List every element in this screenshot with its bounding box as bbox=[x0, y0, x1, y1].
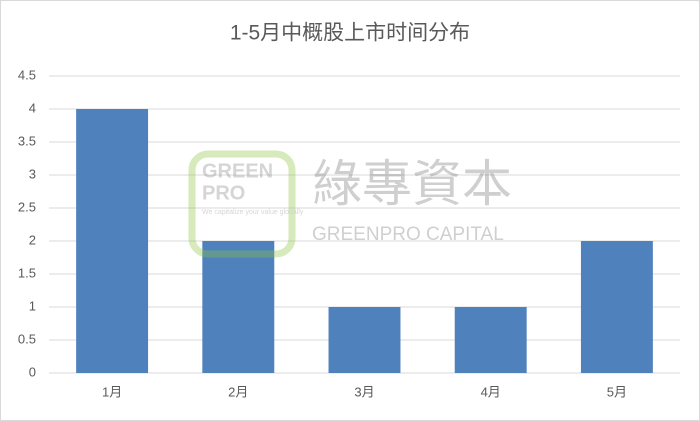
x-tick-label: 2月 bbox=[228, 384, 248, 399]
watermark-logo-bottom: PRO bbox=[202, 182, 245, 204]
x-tick-label: 5月 bbox=[607, 384, 627, 399]
watermark-logo-frame bbox=[188, 150, 296, 258]
watermark-name-en: GREENPRO CAPITAL bbox=[312, 224, 504, 245]
bar bbox=[454, 307, 527, 373]
y-tick-label: 0 bbox=[29, 364, 36, 379]
x-tick-label: 4月 bbox=[481, 384, 501, 399]
x-tick-label: 3月 bbox=[354, 384, 374, 399]
y-tick-label: 1.5 bbox=[18, 265, 36, 280]
y-tick-label: 2 bbox=[29, 232, 36, 247]
y-tick-label: 1 bbox=[29, 298, 36, 313]
y-tick-label: 0.5 bbox=[18, 331, 36, 346]
bar bbox=[76, 109, 149, 373]
y-tick-label: 2.5 bbox=[18, 199, 36, 214]
chart-title: 1-5月中概股上市时间分布 bbox=[230, 22, 470, 45]
y-tick-label: 3.5 bbox=[18, 133, 36, 148]
bar bbox=[328, 307, 401, 373]
y-tick-label: 4.5 bbox=[18, 67, 36, 82]
watermark: GREEN PRO We capitalize your value globa… bbox=[188, 150, 512, 258]
y-tick-label: 4 bbox=[29, 100, 36, 115]
watermark-name-cn: 綠專資本 bbox=[312, 156, 512, 212]
x-tick-label: 1月 bbox=[102, 384, 122, 399]
bar bbox=[202, 241, 275, 373]
watermark-logo-top: GREEN bbox=[202, 160, 273, 182]
watermark-logo-tagline: We capitalize your value globally bbox=[202, 209, 304, 216]
y-tick-label: 3 bbox=[29, 166, 36, 181]
bar bbox=[580, 241, 653, 373]
